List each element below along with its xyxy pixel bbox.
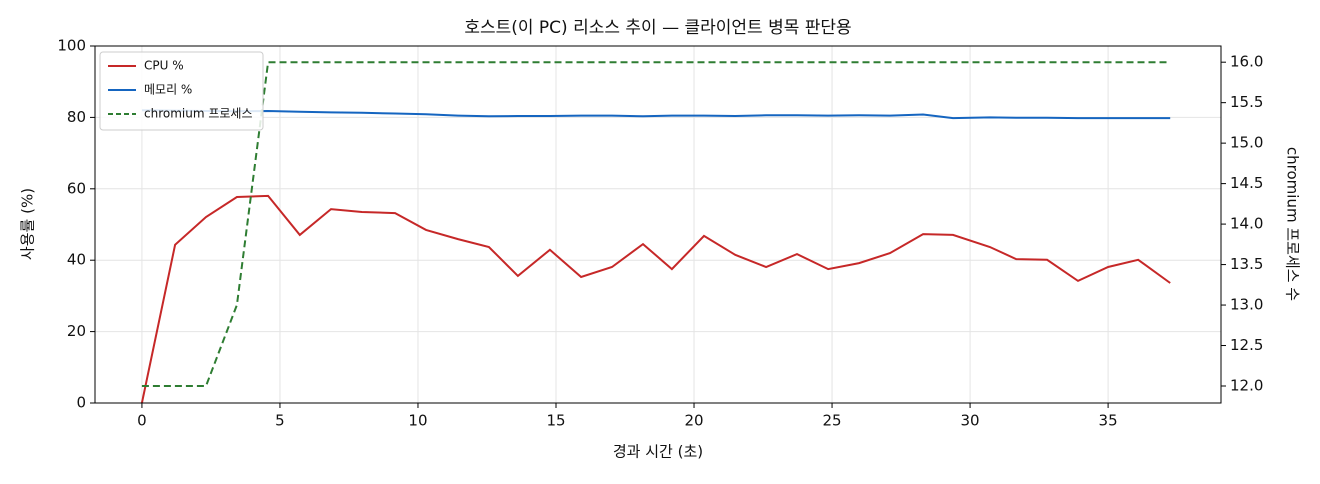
legend-label: 메모리 % <box>144 83 192 97</box>
y2-tick-label: 13.0 <box>1230 296 1263 314</box>
y2-tick-label: 12.5 <box>1230 336 1263 354</box>
y2-tick-label: 13.5 <box>1230 255 1263 273</box>
x-tick-label: 5 <box>275 412 285 430</box>
y2-tick-label: 15.5 <box>1230 93 1263 111</box>
legend-label: CPU % <box>144 59 184 73</box>
series-line <box>141 61 1171 387</box>
y-tick-label: 40 <box>67 251 86 269</box>
x-tick-label: 20 <box>684 412 703 430</box>
plot-frame <box>94 45 1222 404</box>
y2-tick-label: 15.0 <box>1230 134 1263 152</box>
y-axis-label: 사용률 (%) <box>19 188 37 260</box>
y2-tick-label: 14.0 <box>1230 215 1263 233</box>
legend-label: chromium 프로세스 <box>144 107 253 121</box>
legend-box <box>99 51 264 131</box>
series-line <box>141 109 1171 120</box>
y-tick-label: 60 <box>67 179 86 197</box>
chart-title: 호스트(이 PC) 리소스 추이 — 클라이언트 병목 판단용 <box>464 18 851 38</box>
x-tick-label: 35 <box>1099 412 1118 430</box>
series-line <box>140 194 1171 404</box>
y-tick-label: 80 <box>67 108 86 126</box>
y2-tick-label: 12.0 <box>1230 377 1263 395</box>
y2-axis-label: chromium 프로세스 수 <box>1284 147 1302 301</box>
x-tick-label: 25 <box>823 412 842 430</box>
x-tick-label: 30 <box>961 412 980 430</box>
x-tick-label: 10 <box>408 412 427 430</box>
x-tick-label: 0 <box>137 412 147 430</box>
y-tick-label: 0 <box>76 394 86 412</box>
x-tick-label: 15 <box>546 412 565 430</box>
y2-tick-label: 16.0 <box>1230 53 1263 71</box>
legend: CPU % 메모리 % chromium 프로세스 <box>99 51 264 131</box>
y2-tick-label: 14.5 <box>1230 174 1263 192</box>
y-tick-label: 20 <box>67 322 86 340</box>
y-tick-label: 100 <box>57 37 86 55</box>
x-axis-label: 경과 시간 (초) <box>613 443 703 461</box>
